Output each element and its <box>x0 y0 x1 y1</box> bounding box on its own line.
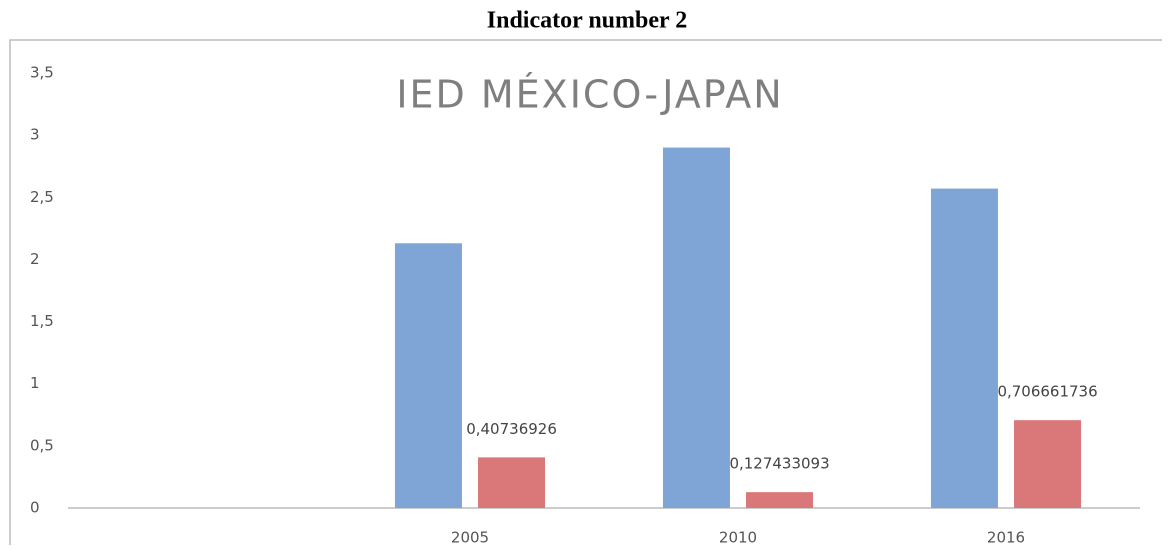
y-tick-label: 2 <box>30 250 40 268</box>
value-label: 0,706661736 <box>997 383 1097 401</box>
bar <box>746 492 814 508</box>
heading: Indicator number 2 <box>487 8 687 34</box>
x-tick-label: 2016 <box>987 529 1025 546</box>
y-tick-label: 2,5 <box>30 188 54 206</box>
y-tick-label: 0,5 <box>30 436 54 454</box>
bar <box>662 147 730 509</box>
value-label: 0,127433093 <box>729 455 829 473</box>
chart-title: IED MÉXICO-JAPAN <box>396 73 783 117</box>
value-label: 0,40736926 <box>466 420 557 438</box>
y-tick-label: 0 <box>30 499 40 517</box>
y-tick-label: 3 <box>30 126 40 144</box>
bar <box>394 243 462 508</box>
y-tick-label: 3,5 <box>30 64 54 82</box>
bar <box>478 457 546 508</box>
bar <box>930 188 998 509</box>
bar <box>1014 420 1082 508</box>
x-tick-label: 2010 <box>719 529 757 546</box>
chart-frame <box>9 39 1162 545</box>
x-tick-label: 2005 <box>451 529 489 546</box>
y-tick-label: 1,5 <box>30 312 54 330</box>
y-tick-label: 1 <box>30 374 40 392</box>
